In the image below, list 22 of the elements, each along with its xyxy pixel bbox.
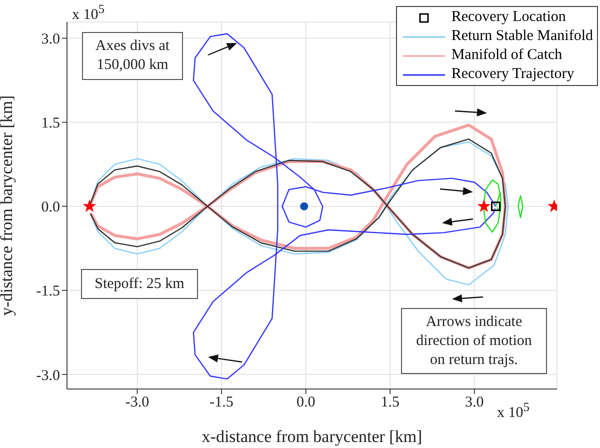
y-tick-label: -3.0 (36, 368, 60, 384)
y-tick-label: 1.5 (41, 116, 60, 132)
legend-label: Recovery Location (451, 8, 566, 27)
annotation: x 10$^{5}$ (72, 2, 104, 23)
annotation: Axes divs at 150,000 km (94, 37, 171, 75)
x-axis-title: x-distance from barycenter [km] (202, 427, 422, 446)
x-tick-label: 1.5 (380, 394, 400, 411)
legend-label: Manifold of Catch (451, 46, 562, 65)
legend-label: Recovery Trajectory (451, 65, 574, 84)
legend-label: Return Stable Manifold (451, 27, 593, 46)
x-tick-label: 0.0 (296, 394, 316, 411)
x-tick-label: -1.5 (210, 394, 234, 411)
y-tick-label: 3.0 (41, 32, 60, 48)
annotation: Stepoff: 25 km (94, 274, 184, 294)
annotation: Arrows indicate direction of motion on return trajs. (415, 312, 533, 370)
x-tick-label: -3.0 (125, 394, 150, 411)
y-tick-label: -1.5 (36, 284, 60, 300)
y-tick-label: 0.0 (41, 200, 60, 216)
y-axis-title: y-distance from barycenter [km] (0, 95, 16, 316)
text: x 10$^{5}$ (497, 400, 530, 421)
line-series (518, 194, 524, 218)
x-tick-label: 3.0 (465, 394, 484, 411)
